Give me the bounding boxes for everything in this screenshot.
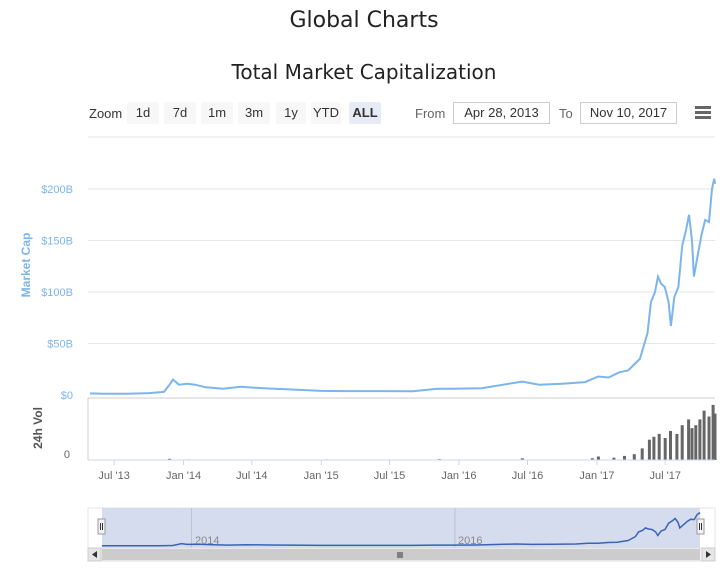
y-tick-label: $0	[61, 390, 73, 402]
navigator-right-handle[interactable]	[696, 518, 705, 535]
x-tick-label: Jul '16	[512, 470, 543, 482]
x-tick-label: Jul '14	[236, 470, 267, 482]
scrollbar[interactable]	[87, 547, 716, 562]
volume-bar	[623, 455, 626, 460]
zoom-button-3m[interactable]: 3m	[238, 102, 270, 124]
volume-y-tick-0: 0	[64, 449, 70, 461]
volume-axis-label: 24h Vol	[31, 407, 45, 449]
x-tick-label: Jul '13	[98, 470, 129, 482]
volume-bar	[702, 410, 706, 460]
market-cap-axis-label: Market Cap	[19, 233, 33, 298]
scrollbar-grip-icon	[397, 552, 403, 558]
zoom-button-1d[interactable]: 1d	[127, 102, 159, 124]
zoom-button-7d[interactable]: 7d	[164, 102, 196, 124]
x-tick-label: Jan '14	[166, 470, 201, 482]
page-title: Global Charts	[289, 8, 439, 33]
y-tick-label: $50B	[47, 339, 73, 351]
navigator-grid	[191, 508, 456, 548]
volume-bar	[596, 456, 600, 460]
chevron-left-icon	[92, 551, 97, 558]
x-tick-label: Jan '15	[304, 470, 339, 482]
chart-title: Total Market Capitalization	[231, 60, 497, 84]
volume-bar	[647, 439, 651, 460]
navigator-series-line	[101, 511, 701, 547]
main-y-axis: $0 $50B $100B $150B $200B	[41, 184, 73, 402]
scroll-right-button[interactable]	[701, 547, 716, 562]
navigator-year-label-2016: 2016	[458, 535, 482, 547]
volume-bar	[520, 458, 524, 460]
zoom-button-1y[interactable]: 1y	[276, 102, 306, 124]
volume-bar	[711, 404, 715, 460]
market-cap-line	[89, 178, 716, 395]
x-tick-label: Jan '16	[441, 470, 476, 482]
hamburger-menu-icon[interactable]	[695, 106, 711, 122]
x-tick-label: Jan '17	[579, 470, 614, 482]
grid-lines	[88, 136, 715, 344]
volume-bar	[669, 431, 672, 460]
x-tick-label: Jul '17	[649, 470, 680, 482]
navigator[interactable]: 2014 2016	[87, 507, 716, 549]
from-label: From	[415, 106, 446, 121]
to-date-input[interactable]: Nov 10, 2017	[580, 102, 677, 124]
volume-bar	[640, 448, 644, 460]
volume-bar	[663, 438, 667, 460]
chevron-right-icon	[706, 551, 711, 558]
navigator-year-label-2014: 2014	[195, 535, 219, 547]
scrollbar-thumb[interactable]	[102, 549, 700, 560]
volume-bar	[652, 436, 656, 460]
x-tick-label: Jul '15	[374, 470, 405, 482]
zoom-label: Zoom	[89, 106, 123, 121]
y-tick-label: $150B	[41, 236, 73, 248]
volume-bar	[707, 416, 711, 460]
volume-bar	[694, 425, 698, 460]
zoom-button-all[interactable]: ALL	[349, 102, 381, 124]
volume-bar	[687, 419, 691, 460]
y-tick-label: $100B	[41, 287, 73, 299]
volume-bar	[168, 458, 172, 460]
to-label: To	[559, 106, 573, 121]
volume-bar	[698, 419, 702, 460]
zoom-button-1m[interactable]: 1m	[201, 102, 233, 124]
volume-bar	[680, 425, 684, 460]
zoom-button-ytd[interactable]: YTD	[311, 102, 341, 124]
volume-bar	[675, 433, 679, 460]
volume-bar	[612, 457, 616, 460]
volume-bar	[690, 428, 694, 460]
volume-bar	[590, 458, 594, 460]
volume-bar	[657, 433, 661, 460]
from-date-input[interactable]: Apr 28, 2013	[453, 102, 550, 124]
y-tick-label: $200B	[41, 184, 73, 196]
volume-bar	[632, 454, 636, 460]
volume-bar	[713, 413, 717, 460]
navigator-selection[interactable]	[102, 508, 700, 548]
navigator-left-handle[interactable]	[97, 518, 106, 535]
x-axis: Jul '13 Jan '14 Jul '14 Jan '15 Jul '15 Jan '…	[98, 460, 681, 482]
volume-bars	[168, 404, 717, 460]
scroll-left-button[interactable]	[87, 547, 102, 562]
